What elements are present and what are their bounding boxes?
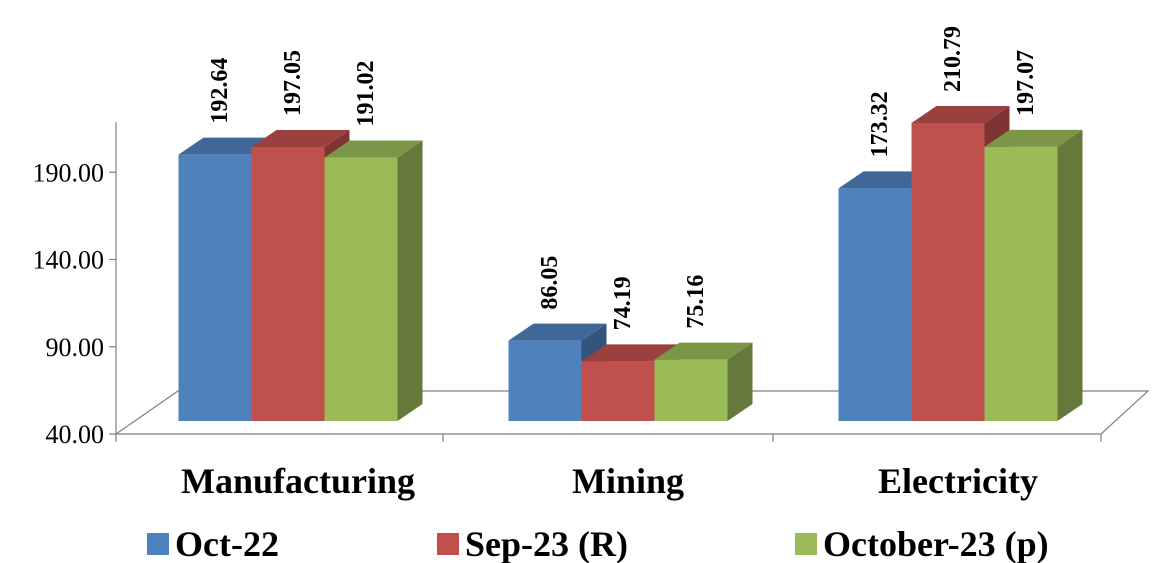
bar-front bbox=[654, 359, 728, 421]
data-label: 74.19 bbox=[610, 276, 636, 330]
legend-label: Sep-23 (R) bbox=[465, 524, 628, 563]
bar-top bbox=[984, 129, 1083, 147]
bar-side bbox=[727, 342, 753, 421]
legend-item: Oct-22 bbox=[147, 524, 279, 563]
bar-top bbox=[654, 342, 753, 360]
bar-front bbox=[251, 146, 325, 421]
bar-top bbox=[581, 344, 680, 362]
data-label: 75.16 bbox=[683, 275, 709, 329]
bar-top bbox=[911, 105, 1010, 123]
category-label: Manufacturing bbox=[181, 461, 415, 501]
bar-front bbox=[508, 340, 582, 421]
bar-front bbox=[911, 122, 985, 422]
legend-item: October-23 (p) bbox=[795, 524, 1049, 563]
bar bbox=[324, 140, 423, 421]
bar bbox=[654, 342, 753, 421]
data-label: 173.32 bbox=[867, 91, 893, 157]
data-label: 192.64 bbox=[207, 58, 233, 124]
category-label: Mining bbox=[572, 461, 684, 501]
bar-front bbox=[178, 154, 252, 422]
bar-top bbox=[251, 129, 350, 147]
bars bbox=[178, 105, 1083, 422]
bar-front bbox=[838, 188, 912, 421]
bar-top bbox=[508, 323, 607, 341]
data-label: 210.79 bbox=[940, 26, 966, 92]
y-tick-label: 190.00 bbox=[33, 158, 105, 187]
bar-front bbox=[581, 361, 655, 421]
bar bbox=[984, 129, 1083, 422]
data-labels: 192.64 197.05 191.02 86.05 74.19 75.16 173.32 2… bbox=[207, 26, 1039, 330]
data-label: 197.07 bbox=[1013, 50, 1039, 116]
legend-swatch bbox=[147, 533, 169, 555]
legend-label: Oct-22 bbox=[175, 524, 279, 563]
legend: Oct-22 Sep-23 (R) October-23 (p) bbox=[147, 524, 1049, 563]
legend-swatch bbox=[437, 533, 459, 555]
data-label: 197.05 bbox=[280, 50, 306, 116]
legend-item: Sep-23 (R) bbox=[437, 524, 628, 563]
category-label: Electricity bbox=[878, 461, 1038, 501]
y-tick-label: 140.00 bbox=[33, 246, 105, 275]
bar-front bbox=[984, 146, 1058, 422]
bar-side bbox=[397, 140, 423, 421]
bar-top bbox=[324, 140, 423, 158]
y-tick-label: 90.00 bbox=[46, 333, 105, 362]
legend-swatch bbox=[795, 533, 817, 555]
y-tick-label: 40.00 bbox=[46, 420, 105, 449]
bar-side bbox=[1057, 129, 1083, 422]
legend-label: October-23 (p) bbox=[823, 524, 1049, 563]
axes: 40.00 90.00 140.00 190.00 Manufacturing Minin… bbox=[33, 122, 1102, 501]
data-label: 86.05 bbox=[537, 256, 563, 310]
bar-front bbox=[324, 157, 398, 421]
data-label: 191.02 bbox=[353, 60, 379, 126]
